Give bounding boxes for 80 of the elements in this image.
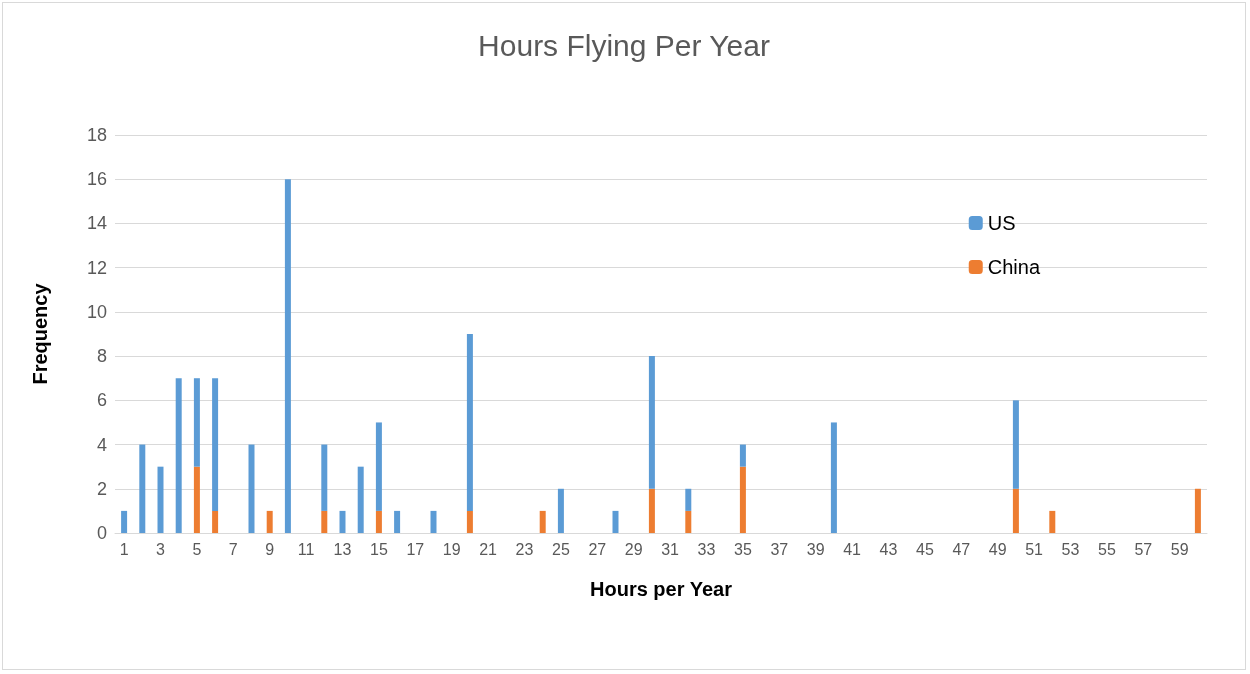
bar xyxy=(193,378,200,467)
x-tick-label: 27 xyxy=(588,540,607,558)
bar xyxy=(685,510,692,533)
x-tick-label: 19 xyxy=(442,540,461,558)
x-tick-label: 13 xyxy=(333,540,352,558)
bar xyxy=(248,444,255,533)
x-tick-label: 1 xyxy=(119,540,129,558)
x-tick-label: 25 xyxy=(552,540,570,558)
x-tick-label: 35 xyxy=(734,540,752,558)
bar xyxy=(685,488,692,511)
x-tick-label: 23 xyxy=(515,540,534,558)
x-tick-label: 49 xyxy=(988,540,1007,558)
y-tick-label: 14 xyxy=(86,213,107,234)
bar xyxy=(139,444,146,533)
bar xyxy=(648,488,655,533)
x-tick-label: 53 xyxy=(1061,540,1080,558)
bar xyxy=(1049,510,1056,533)
y-tick-label: 0 xyxy=(96,523,107,543)
bar xyxy=(375,422,382,511)
chart-title: Hours Flying Per Year xyxy=(478,28,770,62)
x-tick-label: 7 xyxy=(228,540,238,558)
bar xyxy=(394,510,401,533)
x-tick-label: 9 xyxy=(265,540,275,558)
y-tick-label: 18 xyxy=(86,125,107,145)
bar xyxy=(830,422,837,533)
x-tick-label: 43 xyxy=(879,540,898,558)
x-tick-label: 39 xyxy=(806,540,825,558)
bar xyxy=(1012,400,1019,489)
bar xyxy=(284,179,291,533)
x-tick-label: 15 xyxy=(370,540,388,558)
y-tick-label: 2 xyxy=(96,478,107,499)
bar xyxy=(321,444,328,511)
bar xyxy=(212,510,219,533)
bar xyxy=(466,334,473,511)
x-tick-label: 45 xyxy=(916,540,934,558)
x-tick-label: 3 xyxy=(156,540,166,558)
x-tick-label: 41 xyxy=(843,540,862,558)
bar xyxy=(175,378,182,533)
bar xyxy=(212,378,219,511)
x-tick-label: 47 xyxy=(952,540,971,558)
bar xyxy=(430,510,437,533)
y-tick-label: 4 xyxy=(96,434,107,455)
x-tick-label: 29 xyxy=(624,540,643,558)
legend-label: US xyxy=(987,212,1016,234)
x-tick-label: 21 xyxy=(479,540,498,558)
x-axis-title: Hours per Year xyxy=(590,578,733,600)
bar xyxy=(557,488,564,533)
x-tick-label: 37 xyxy=(770,540,789,558)
y-tick-label: 12 xyxy=(86,257,107,278)
bar xyxy=(157,466,164,533)
x-tick-label: 33 xyxy=(697,540,716,558)
bar xyxy=(539,510,546,533)
bar xyxy=(193,466,200,533)
bar xyxy=(648,356,655,489)
x-tick-label: 59 xyxy=(1170,540,1189,558)
bar xyxy=(266,510,273,533)
x-tick-label: 5 xyxy=(192,540,202,558)
bar xyxy=(739,466,746,533)
bar xyxy=(739,444,746,467)
x-tick-label: 31 xyxy=(661,540,680,558)
x-tick-label: 17 xyxy=(406,540,425,558)
y-tick-label: 16 xyxy=(86,169,107,190)
x-tick-label: 55 xyxy=(1098,540,1116,558)
x-tick-label: 51 xyxy=(1025,540,1044,558)
bar xyxy=(375,510,382,533)
bar xyxy=(612,510,619,533)
y-tick-label: 8 xyxy=(96,346,107,367)
bar xyxy=(1194,488,1201,533)
bar xyxy=(321,510,328,533)
x-tick-label: 11 xyxy=(297,540,315,558)
y-axis-title: Frequency xyxy=(29,282,51,385)
bar xyxy=(339,510,346,533)
x-tick-label: 57 xyxy=(1134,540,1153,558)
legend-label: China xyxy=(987,256,1041,278)
y-tick-label: 6 xyxy=(96,390,107,411)
bar xyxy=(466,510,473,533)
bar xyxy=(121,510,128,533)
bar xyxy=(357,466,364,533)
y-tick-label: 10 xyxy=(86,301,107,322)
bar xyxy=(1012,488,1019,533)
